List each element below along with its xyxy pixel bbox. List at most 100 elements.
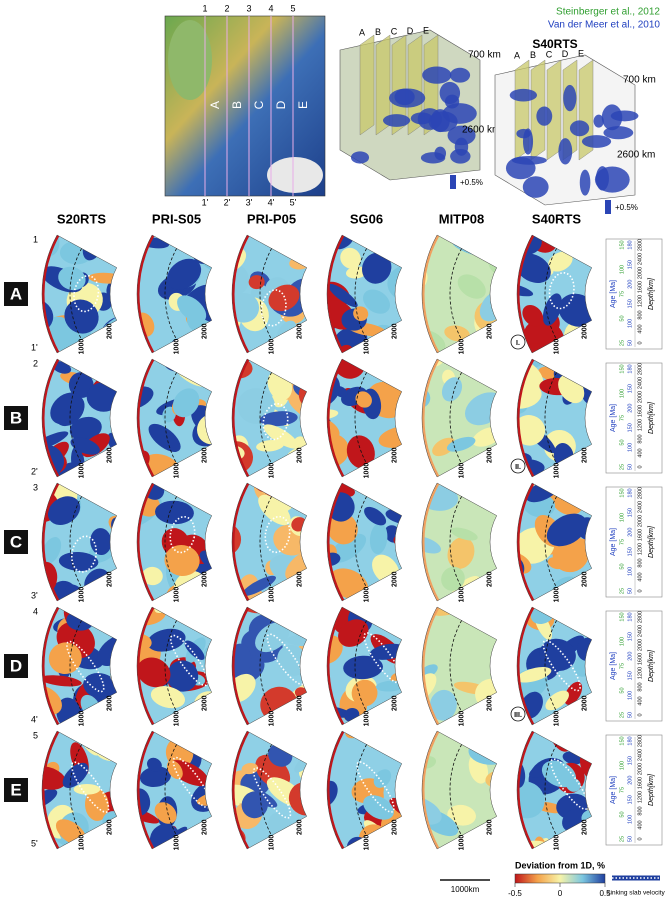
anomaly-field <box>517 731 592 849</box>
age-vandermeer: 100 <box>627 443 633 452</box>
slab-blob <box>449 67 471 83</box>
depth-label: 2000 <box>297 571 304 587</box>
model-name: PRI-S05 <box>152 211 201 226</box>
depth-value: 2800 <box>637 363 643 375</box>
velocity-anomaly <box>369 522 388 555</box>
section-outline <box>326 606 403 726</box>
velocity-anomaly <box>450 527 478 541</box>
depth-label: 1000 <box>458 339 465 355</box>
map-label: 1' <box>202 197 209 207</box>
age-title: Age [Ma] <box>610 652 617 680</box>
depth-label: 2000 <box>202 447 209 463</box>
velocity-anomaly <box>548 251 573 272</box>
age-legend-box <box>605 610 663 722</box>
age-vandermeer: 150 <box>627 260 633 269</box>
slab-blob <box>569 120 590 137</box>
cross-section: 1000 2000 <box>231 358 308 478</box>
section-outline <box>516 606 593 726</box>
depth-label: 1000 <box>78 587 85 603</box>
slab-blob <box>579 169 591 196</box>
depth-value: 2800 <box>637 239 643 251</box>
map-section-label: B <box>230 101 244 109</box>
age-title: Age [Ma] <box>610 776 617 804</box>
depth-label: 2000 <box>487 819 494 835</box>
colorbar-tick-label: -0.5 <box>508 889 522 898</box>
depth-value: 400 <box>637 324 643 333</box>
section-outline <box>516 234 593 354</box>
velocity-anomaly <box>298 235 307 249</box>
section-outline <box>421 358 498 478</box>
depth-label: 1000 <box>458 587 465 603</box>
cross-section: 1000 2000 <box>231 482 308 602</box>
velocity-anomaly <box>309 327 327 345</box>
age-vandermeer: 100 <box>627 567 633 576</box>
view-scale: +0.5% <box>460 178 483 187</box>
age-vandermeer: 150 <box>627 671 633 680</box>
velocity-anomaly <box>136 438 140 459</box>
depth-value: 2000 <box>637 763 643 775</box>
section-plane <box>359 34 375 136</box>
slab-outline <box>169 634 209 687</box>
depth-1000-line <box>544 496 557 588</box>
depth-value: 800 <box>637 310 643 319</box>
age-vandermeer: 100 <box>627 691 633 700</box>
depth-1000-line <box>164 248 177 340</box>
section-outline <box>41 606 118 726</box>
velocity-anomaly <box>326 780 338 807</box>
age-steinberger: 100 <box>619 265 625 274</box>
depth-label: 2000 <box>582 695 589 711</box>
depth-label: 1000 <box>268 711 275 727</box>
depth-value: 1200 <box>637 419 643 431</box>
cross-section: 1000 2000 <box>20 730 118 850</box>
row-end: 3' <box>31 590 38 600</box>
slab-blob <box>511 155 547 165</box>
slab-blob <box>417 108 442 130</box>
slab-outline <box>70 535 98 573</box>
depth-label: 1000 <box>458 835 465 851</box>
cross-section: 1000 2000 <box>41 606 118 726</box>
velocity-anomaly <box>177 295 207 323</box>
age-vandermeer: 150 <box>627 632 633 641</box>
slab-outline <box>73 274 100 313</box>
view-section-label: A <box>359 27 365 37</box>
cross-section: 1000 2000 <box>421 606 498 726</box>
map-label: 1 <box>202 3 207 13</box>
age-steinberger: 150 <box>619 736 625 745</box>
velocity-anomaly <box>107 483 117 497</box>
age-legend: Age [Ma]25507510015050100150200150180040… <box>605 734 663 846</box>
depth-1000-line <box>449 248 462 340</box>
velocity-anomaly <box>404 481 417 502</box>
velocity-anomaly <box>447 537 475 569</box>
colorbar-title: Deviation from 1D, % <box>515 860 605 870</box>
slab-outline <box>264 515 291 554</box>
depth-label: 1000 <box>553 587 560 603</box>
velocity-anomaly <box>564 681 583 705</box>
depth-label: 2000 <box>392 571 399 587</box>
age-vandermeer: 150 <box>627 299 633 308</box>
slab-outline <box>356 761 395 813</box>
age-vandermeer: 50 <box>627 340 633 346</box>
age-vandermeer: 180 <box>627 364 633 373</box>
view-section-label: D <box>562 49 569 59</box>
cross-section: 1000 2000 <box>136 482 213 602</box>
depth-label: 1000 <box>363 711 370 727</box>
cross-section: 1000 2000 <box>231 234 308 354</box>
depth-value: 400 <box>637 448 643 457</box>
annotation-circle <box>510 458 526 474</box>
section-plane <box>530 59 546 161</box>
map-label: 4 <box>268 3 273 13</box>
depth-1000-line <box>69 620 82 712</box>
velocity-anomaly <box>107 432 117 456</box>
slab-outline <box>66 640 105 693</box>
velocity-anomaly <box>20 745 43 768</box>
velocity-anomaly <box>197 413 212 445</box>
age-steinberger: 25 <box>619 588 625 594</box>
map-section-label: A <box>208 101 222 109</box>
age-steinberger: 25 <box>619 464 625 470</box>
velocity-anomaly <box>241 791 268 819</box>
row-letter-box <box>4 282 28 306</box>
velocity-anomaly <box>184 640 205 660</box>
depth-1000-line <box>449 496 462 588</box>
velocity-anomaly <box>205 587 212 600</box>
